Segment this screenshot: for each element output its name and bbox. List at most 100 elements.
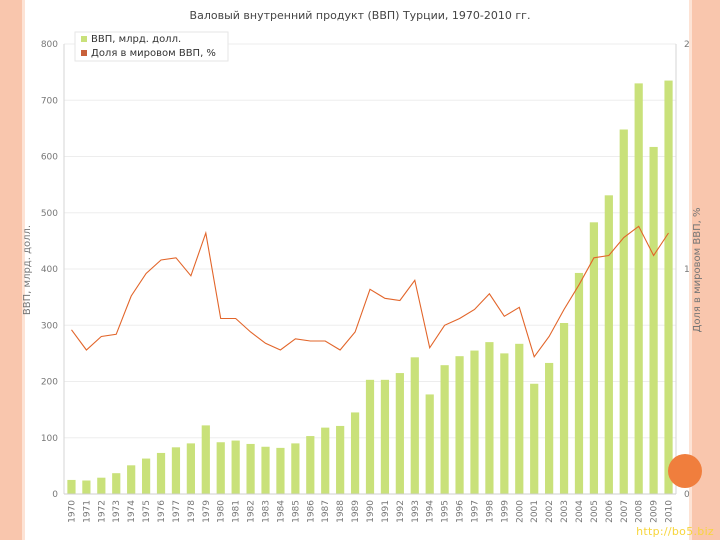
- y2-axis-title: Доля в мировом ВВП, %: [692, 208, 703, 333]
- bar-1996: [455, 356, 464, 494]
- bar-1989: [350, 412, 360, 494]
- y-tick-label: 100: [41, 434, 58, 444]
- bar-1974: [127, 465, 136, 494]
- bar-1997: [470, 350, 479, 494]
- bar-1994: [425, 394, 434, 494]
- y-tick-label: 300: [41, 321, 58, 331]
- bar-2006: [604, 195, 613, 494]
- bar-1998: [485, 342, 494, 494]
- x-tick-label: 1978: [187, 500, 197, 523]
- bar-2007: [619, 129, 628, 494]
- bar-1981: [231, 440, 240, 494]
- x-tick-label: 1995: [441, 500, 451, 523]
- bar-1995: [440, 365, 449, 494]
- x-tick-label: 2000: [515, 500, 525, 523]
- bar-1993: [410, 357, 419, 494]
- x-tick-label: 1985: [291, 500, 301, 523]
- legend-label-gdp: ВВП, млрд. долл.: [91, 34, 181, 45]
- bar-2000: [515, 343, 524, 494]
- x-tick-label: 1977: [172, 500, 182, 523]
- bar-1980: [216, 442, 225, 494]
- x-tick-label: 1997: [470, 500, 480, 523]
- legend-label-share: Доля в мировом ВВП, %: [91, 48, 216, 59]
- bar-1999: [500, 353, 509, 494]
- y2-tick-label: 1: [684, 265, 690, 275]
- x-tick-label: 2007: [620, 500, 630, 523]
- x-tick-label: 1970: [67, 500, 77, 523]
- x-tick-label: 1987: [321, 500, 331, 523]
- bar-1970: [67, 479, 76, 494]
- x-tick-label: 1972: [97, 500, 107, 523]
- bar-1982: [246, 443, 255, 494]
- bar-1988: [336, 425, 345, 494]
- x-tick-label: 1981: [232, 500, 242, 523]
- y-tick-label: 0: [52, 490, 58, 500]
- y-tick-label: 400: [41, 265, 58, 275]
- y-tick-label: 500: [41, 209, 58, 219]
- bar-1983: [261, 446, 270, 494]
- bar-2005: [589, 222, 599, 494]
- bar-2001: [530, 383, 539, 494]
- line-layer: [71, 225, 669, 359]
- bar-1979: [201, 425, 210, 494]
- x-tick-label: 1999: [500, 500, 510, 523]
- x-tick-label: 2009: [650, 500, 660, 523]
- x-tick-label: 1994: [426, 500, 436, 523]
- y-tick-label: 200: [41, 378, 58, 388]
- x-tick-label: 1973: [112, 500, 122, 523]
- bar-1991: [380, 379, 390, 494]
- x-tick-label: 1986: [306, 500, 316, 523]
- x-tick-label: 1989: [351, 500, 361, 523]
- legend-swatch-gdp: [81, 36, 87, 42]
- legend: ВВП, млрд. долл. Доля в мировом ВВП, %: [74, 31, 229, 62]
- watermark-url: http://bo5.biz: [636, 525, 714, 538]
- bar-1975: [141, 458, 151, 494]
- x-tick-label: 2006: [605, 500, 615, 523]
- x-tick-label: 2010: [665, 500, 675, 523]
- x-tick-label: 2001: [530, 500, 540, 523]
- bar-1976: [156, 452, 166, 494]
- x-tick-label: 1976: [157, 500, 167, 523]
- x-tick-label: 1979: [202, 500, 212, 523]
- bar-1987: [321, 427, 330, 494]
- legend-swatch-share: [81, 50, 87, 56]
- bars-layer: [67, 80, 673, 494]
- y-tick-label: 800: [41, 40, 58, 50]
- bar-2002: [545, 362, 554, 494]
- x-tick-label: 1988: [336, 500, 346, 523]
- x-tick-label: 1990: [366, 500, 376, 523]
- y-axis-title: ВВП, млрд. долл.: [22, 225, 33, 315]
- y-tick-label: 600: [41, 153, 58, 163]
- x-tick-label: 1984: [276, 500, 286, 523]
- bar-1977: [171, 447, 181, 494]
- bar-1971: [82, 480, 91, 494]
- slide-border-right: [689, 0, 720, 540]
- axis-layer: 0 100 200 300 400 500 600 700 800 0 1 2 1970 1971 1972…: [41, 40, 690, 523]
- bar-1973: [112, 473, 121, 494]
- y2-tick-label: 0: [684, 490, 690, 500]
- orange-circle-decoration: [668, 454, 702, 488]
- bar-2008: [634, 83, 643, 494]
- x-tick-label: 1980: [217, 500, 227, 523]
- x-tick-label: 1974: [127, 500, 137, 523]
- bar-2009: [649, 146, 658, 494]
- x-tick-label: 2008: [635, 500, 645, 523]
- x-tick-label: 1993: [411, 500, 421, 523]
- bar-1972: [97, 477, 106, 494]
- x-tick-label: 1982: [247, 500, 257, 523]
- bar-2003: [559, 323, 569, 494]
- x-tick-label: 1975: [142, 500, 152, 523]
- bar-1985: [291, 443, 300, 494]
- bar-1984: [276, 447, 285, 494]
- x-tick-label: 1983: [262, 500, 272, 523]
- legend-box: [74, 31, 229, 62]
- x-tick-label: 1971: [82, 500, 92, 523]
- x-tick-label: 2002: [545, 500, 555, 523]
- bar-1990: [365, 379, 375, 494]
- bar-1992: [395, 373, 404, 494]
- x-tick-label: 2003: [560, 500, 570, 523]
- bar-2004: [574, 272, 584, 494]
- bar-1986: [306, 436, 315, 494]
- x-tick-label: 1991: [381, 500, 391, 523]
